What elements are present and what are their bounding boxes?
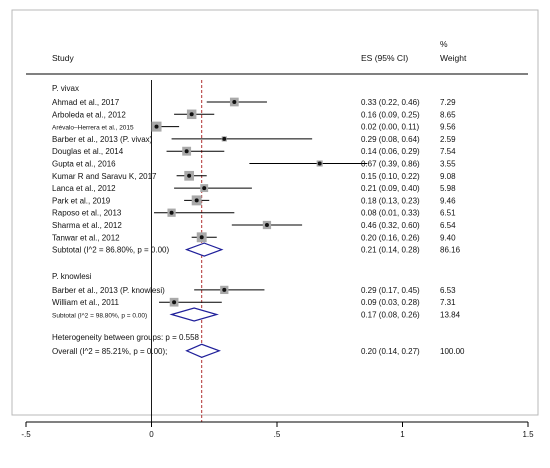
study-weight: 9.46 [440, 196, 456, 205]
study-label: Barber et al., 2013 (P. knowlesi) [52, 286, 165, 295]
subtotal-es-ci: 0.17 (0.08, 0.26) [361, 311, 420, 320]
point-estimate [194, 198, 199, 203]
study-weight: 5.98 [440, 184, 456, 193]
study-es-ci: 0.20 (0.16, 0.26) [361, 233, 420, 242]
study-es-ci: 0.29 (0.08, 0.64) [361, 135, 420, 144]
point-estimate [169, 210, 174, 215]
study-weight: 3.55 [440, 160, 456, 169]
study-label: Park et al., 2019 [52, 196, 111, 205]
study-es-ci: 0.08 (0.01, 0.33) [361, 209, 420, 218]
x-tick-label: .5 [274, 430, 281, 439]
point-estimate [317, 161, 322, 166]
header-weight-percent: % [440, 39, 448, 49]
study-es-ci: 0.33 (0.22, 0.46) [361, 98, 420, 107]
study-label: Tanwar et al., 2012 [52, 233, 120, 242]
point-estimate [172, 300, 177, 305]
study-label: Arboleda et al., 2012 [52, 110, 126, 119]
point-estimate [154, 124, 159, 129]
point-estimate [187, 173, 192, 178]
study-es-ci: 0.29 (0.17, 0.45) [361, 286, 420, 295]
point-estimate [202, 186, 207, 191]
study-weight: 9.40 [440, 233, 456, 242]
subtotal-diamond [184, 242, 224, 257]
point-estimate [189, 112, 194, 117]
overall-diamond [185, 343, 221, 358]
plot-frame [11, 9, 539, 416]
point-estimate [222, 136, 227, 141]
study-weight: 7.31 [440, 298, 456, 307]
study-es-ci: 0.02 (0.00, 0.11) [361, 123, 419, 132]
study-es-ci: 0.18 (0.13, 0.23) [361, 196, 420, 205]
x-tick-label: -.5 [21, 430, 31, 439]
study-label: Barber et al., 2013 (P. vivax) [52, 135, 153, 144]
study-es-ci: 0.14 (0.06, 0.29) [361, 147, 420, 156]
study-weight: 7.29 [440, 98, 456, 107]
study-weight: 9.08 [440, 172, 456, 181]
study-label: Raposo et al., 2013 [52, 209, 122, 218]
header-es-ci: ES (95% CI) [361, 53, 408, 63]
overall-label: Overall (I^2 = 85.21%, p = 0.00); [52, 347, 167, 356]
point-estimate [264, 223, 269, 227]
subtotal-weight: 86.16 [440, 246, 461, 255]
heterogeneity-text: Heterogeneity between groups: p = 0.558 [52, 333, 200, 342]
subtotal-label: Subtotal (I^2 = 86.80%, p = 0.00) [52, 246, 170, 255]
point-estimate [222, 287, 227, 292]
subtotal-es-ci: 0.21 (0.14, 0.28) [361, 246, 420, 255]
header-study: Study [52, 53, 74, 63]
study-label: Arévalo–Herrera et al., 2015 [52, 125, 134, 132]
study-weight: 7.54 [440, 147, 456, 156]
study-label: Lanca et al., 2012 [52, 184, 116, 193]
study-es-ci: 0.16 (0.09, 0.25) [361, 110, 420, 119]
study-weight: 6.51 [440, 209, 456, 218]
x-tick-label: 0 [149, 430, 154, 439]
header-weight: Weight [440, 53, 467, 63]
x-tick-label: 1.5 [522, 430, 534, 439]
study-es-ci: 0.67 (0.39, 0.86) [361, 160, 420, 169]
study-es-ci: 0.46 (0.32, 0.60) [361, 221, 420, 230]
study-label: Ahmad et al., 2017 [52, 98, 120, 107]
study-label: Douglas et al., 2014 [52, 147, 124, 156]
study-es-ci: 0.21 (0.09, 0.40) [361, 184, 420, 193]
study-es-ci: 0.15 (0.10, 0.22) [361, 172, 420, 181]
study-label: Kumar R and Saravu K, 2017 [52, 172, 157, 181]
subtotal-label: Subtotal (I^2 = 98.80%, p = 0.00) [52, 313, 147, 320]
study-label: Gupta et al., 2016 [52, 160, 116, 169]
overall-weight: 100.00 [440, 347, 465, 356]
point-estimate [232, 100, 237, 104]
group-label: P. vivax [52, 84, 79, 93]
subtotal-diamond [169, 307, 219, 322]
study-weight: 2.59 [440, 135, 456, 144]
point-estimate [199, 235, 204, 240]
overall-es-ci: 0.20 (0.14, 0.27) [361, 347, 420, 356]
study-label: William et al., 2011 [52, 298, 120, 307]
study-weight: 9.56 [440, 123, 456, 132]
study-weight: 8.65 [440, 110, 456, 119]
x-tick-label: 1 [400, 430, 405, 439]
study-weight: 6.53 [440, 286, 456, 295]
point-estimate [184, 149, 189, 154]
study-es-ci: 0.09 (0.03, 0.28) [361, 298, 420, 307]
subtotal-weight: 13.84 [440, 311, 461, 320]
study-label: Sharma et al., 2012 [52, 221, 122, 230]
group-label: P. knowlesi [52, 272, 92, 281]
study-weight: 6.54 [440, 221, 456, 230]
